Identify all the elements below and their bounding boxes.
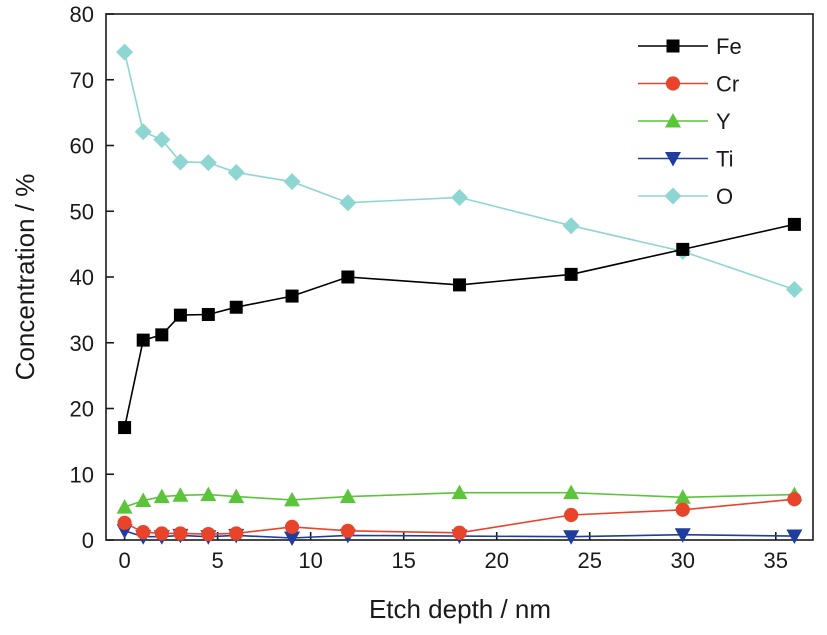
data-point-fe xyxy=(564,267,578,281)
data-point-y xyxy=(228,488,245,504)
legend-marker-y xyxy=(665,113,681,128)
series-layer xyxy=(116,43,803,547)
data-point-o xyxy=(116,43,134,61)
legend-marker-o xyxy=(664,187,682,205)
data-point-fe xyxy=(453,278,466,292)
data-point-cr xyxy=(564,507,579,523)
legend: Fe Cr Y Ti O xyxy=(638,34,742,209)
data-point-cr xyxy=(154,526,169,541)
legend-item-ti: Ti xyxy=(638,147,734,172)
x-axis-title: Etch depth / nm xyxy=(369,594,551,624)
data-point-y xyxy=(200,486,217,502)
data-point-y xyxy=(135,492,152,508)
y-tick-label: 30 xyxy=(70,331,94,356)
data-point-cr xyxy=(136,525,151,540)
y-tick-label: 0 xyxy=(82,528,94,553)
legend-marker-ti xyxy=(665,152,681,167)
data-point-fe xyxy=(229,300,243,314)
data-point-o xyxy=(171,153,189,171)
data-point-o xyxy=(785,280,803,298)
data-point-cr xyxy=(229,526,244,541)
x-tick-label: 5 xyxy=(212,548,224,573)
legend-item-cr: Cr xyxy=(638,72,739,97)
data-point-cr xyxy=(452,525,467,540)
data-point-o xyxy=(562,217,580,235)
legend-item-y: Y xyxy=(638,109,731,134)
data-point-cr xyxy=(201,526,216,542)
data-point-o xyxy=(134,123,152,141)
data-point-cr xyxy=(284,519,300,534)
x-tick-label: 30 xyxy=(671,548,695,573)
series-line-o xyxy=(123,51,795,291)
data-point-fe xyxy=(173,308,187,322)
data-point-o xyxy=(153,131,171,149)
data-point-o xyxy=(199,154,217,172)
series-fe xyxy=(118,217,801,435)
data-point-y xyxy=(339,488,356,504)
data-point-y xyxy=(563,484,580,500)
data-point-fe xyxy=(341,270,355,284)
y-axis-title: Concentration / % xyxy=(10,174,40,381)
data-point-o xyxy=(227,163,245,181)
y-tick-label: 20 xyxy=(70,397,94,422)
data-point-o xyxy=(339,194,357,212)
data-point-cr xyxy=(787,492,802,507)
legend-label-o: O xyxy=(716,184,733,209)
legend-item-o: O xyxy=(638,184,733,209)
y-tick-label: 70 xyxy=(70,68,94,93)
y-tick-label: 50 xyxy=(70,199,94,224)
data-point-fe xyxy=(285,289,299,303)
data-point-o xyxy=(283,173,301,191)
data-point-y xyxy=(451,484,468,500)
data-point-fe xyxy=(136,333,150,347)
data-point-fe xyxy=(201,307,215,321)
legend-label-fe: Fe xyxy=(716,34,742,59)
data-point-y xyxy=(172,487,189,502)
x-tick-label: 0 xyxy=(118,548,130,573)
data-point-ti xyxy=(563,530,580,545)
data-point-fe xyxy=(118,421,132,435)
y-tick-label: 10 xyxy=(70,462,94,487)
x-tick-label: 20 xyxy=(484,548,508,573)
series-y xyxy=(116,484,803,514)
plot-frame xyxy=(105,13,814,541)
data-point-y xyxy=(153,488,170,504)
series-o xyxy=(116,43,803,298)
x-tick-label: 25 xyxy=(577,548,601,573)
data-point-y xyxy=(116,499,133,514)
legend-label-ti: Ti xyxy=(716,147,734,172)
y-tick-label: 60 xyxy=(70,134,94,159)
data-point-o xyxy=(451,188,468,206)
legend-label-cr: Cr xyxy=(716,72,739,97)
legend-label-y: Y xyxy=(716,109,731,134)
data-point-y xyxy=(284,491,301,507)
data-point-ti xyxy=(786,529,803,545)
data-point-cr xyxy=(340,523,355,538)
data-point-ti xyxy=(674,528,691,543)
legend-item-fe: Fe xyxy=(638,34,742,59)
data-point-ti xyxy=(284,531,301,547)
data-point-fe xyxy=(676,242,690,256)
data-point-y xyxy=(674,489,691,504)
y-axis: 0 10 20 30 40 50 60 70 80 xyxy=(70,2,114,553)
y-tick-label: 80 xyxy=(70,2,94,27)
x-tick-label: 10 xyxy=(298,548,322,573)
legend-marker-fe xyxy=(666,39,680,53)
series-cr xyxy=(117,492,802,542)
data-point-fe xyxy=(787,217,801,231)
x-tick-label: 35 xyxy=(764,548,788,573)
x-axis: 0 5 10 15 20 25 30 35 xyxy=(118,532,788,573)
data-point-cr xyxy=(117,515,132,531)
legend-marker-cr xyxy=(665,76,681,91)
data-point-fe xyxy=(155,328,169,342)
x-tick-label: 15 xyxy=(391,548,415,573)
y-tick-label: 40 xyxy=(70,265,94,290)
data-point-cr xyxy=(173,526,188,541)
data-point-cr xyxy=(675,502,690,517)
